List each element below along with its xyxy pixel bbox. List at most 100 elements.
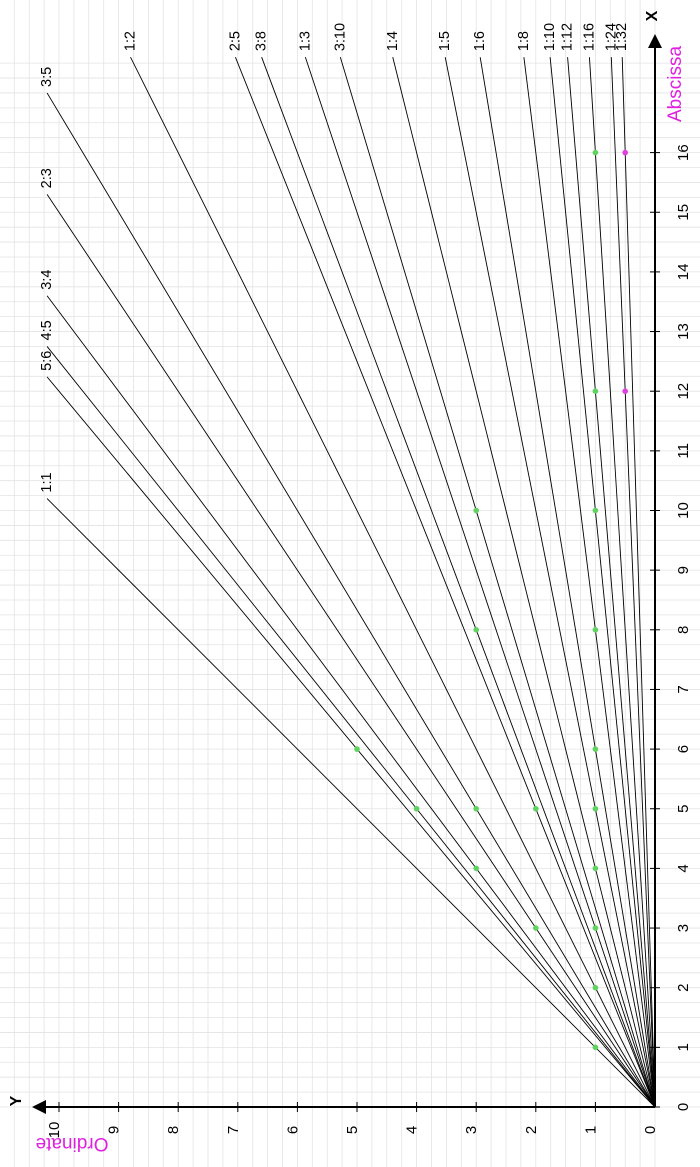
ratio-line-1-1: [46, 498, 656, 1108]
x-tick-label: 14: [675, 264, 692, 281]
y-tick-label: 3: [463, 1126, 480, 1134]
ratio-label: 1:10: [542, 23, 558, 51]
ratio-label: 1:8: [516, 31, 532, 51]
ratio-label: 1:2: [123, 31, 139, 51]
y-tick-label: 4: [404, 1126, 421, 1134]
ratio-line-1-24: [610, 57, 656, 1108]
ratio-label: 1:12: [560, 23, 576, 51]
ratio-line-2-5: [234, 56, 656, 1108]
data-point: [592, 746, 599, 752]
ratio-line-2-3: [46, 194, 656, 1108]
x-tick-label: 1: [675, 1043, 692, 1051]
data-points: [354, 149, 628, 1051]
y-tick-label: 7: [225, 1126, 242, 1134]
ratio-label: 1:24: [603, 23, 619, 51]
y-tick-label: 2: [523, 1126, 540, 1134]
data-point: [592, 507, 599, 514]
x-tick-label: 13: [675, 323, 692, 340]
x-tick-label: 15: [675, 204, 692, 221]
y-axis-arrow: [32, 1100, 46, 1114]
ratio-line-3-4: [46, 295, 656, 1108]
data-point: [473, 627, 480, 633]
ratio-label: 3:8: [254, 31, 270, 51]
ratio-label: 1:3: [297, 31, 313, 51]
data-point: [592, 984, 599, 991]
x-tick-label: 16: [675, 144, 692, 161]
axes: [32, 34, 662, 1114]
ratio-line-3-5: [46, 92, 656, 1108]
y-axis-letter: Y: [8, 1095, 25, 1106]
data-point: [592, 627, 599, 633]
y-tick-label: 6: [284, 1126, 301, 1134]
ratio-line-3-10: [339, 57, 656, 1108]
ratio-label: 2:3: [39, 168, 55, 188]
ratio-lines: [46, 56, 656, 1108]
ratio-line-1-8: [523, 57, 656, 1108]
y-tick-label: 1: [582, 1126, 599, 1134]
x-tick-label: 2: [675, 984, 692, 992]
y-tick-label: 9: [106, 1126, 123, 1134]
ratio-label: 1:16: [581, 23, 597, 51]
ratio-label: 2:5: [227, 31, 243, 51]
ratio-label: 3:10: [332, 23, 348, 51]
data-point: [592, 805, 599, 812]
ratio-line-5-6: [46, 376, 656, 1108]
x-tick-label: 4: [675, 864, 692, 872]
ratio-line-1-10: [549, 57, 656, 1108]
ratio-label: 1:32: [614, 23, 630, 51]
y-tick-label: 8: [165, 1126, 182, 1134]
data-point: [592, 388, 599, 395]
ratio-label: 1:5: [437, 31, 453, 51]
x-tick-label: 10: [675, 502, 692, 519]
x-tick-label: 3: [675, 924, 692, 932]
data-point-highlight: [622, 149, 628, 156]
y-axis-title: Ordinate: [36, 1133, 109, 1154]
data-point-highlight: [622, 388, 628, 395]
x-tick-label: 8: [675, 626, 692, 634]
ratio-line-1-12: [567, 57, 656, 1108]
data-point: [354, 746, 360, 752]
data-point: [592, 149, 599, 156]
data-point: [592, 865, 599, 872]
y-tick-label: 10: [46, 1122, 63, 1139]
data-point: [473, 805, 480, 812]
ratio-label: 1:1: [39, 472, 55, 492]
ratio-line-4-5: [46, 346, 656, 1108]
data-point: [592, 925, 599, 931]
data-point: [413, 805, 420, 812]
x-tick-label: 5: [675, 805, 692, 813]
x-axis-title: Abscissa: [665, 46, 686, 122]
ratio-label: 3:4: [39, 270, 55, 290]
x-tick-label: 11: [675, 443, 692, 459]
data-point: [473, 865, 480, 872]
y-tick-label: 5: [344, 1126, 361, 1134]
data-point: [473, 507, 480, 514]
ratio-labels: 1:1 5:6 4:5 3:4 2:3 3:5 1:2 2:5 3:8 1:3 3:10 1:4 1:5…: [39, 23, 630, 493]
ratio-label: 4:5: [39, 320, 55, 340]
ratio-line-1-16: [588, 57, 656, 1108]
x-tick-label: 12: [675, 383, 692, 400]
data-point: [533, 925, 539, 931]
x-tick-label: 6: [675, 745, 692, 753]
x-tick-label: 9: [675, 566, 692, 574]
ratio-line-1-5: [444, 57, 656, 1108]
x-tick-label: 7: [675, 685, 692, 693]
data-point: [533, 805, 539, 812]
ratio-line-1-32: [621, 57, 656, 1108]
ratio-label: 1:6: [472, 31, 488, 51]
ratio-line-3-8: [261, 57, 656, 1108]
ratio-label: 1:4: [385, 31, 401, 51]
y-tick-label: 0: [642, 1126, 659, 1134]
ratio-label: 5:6: [39, 351, 55, 371]
x-axis-letter: X: [644, 10, 661, 21]
ratio-line-1-3: [304, 57, 656, 1108]
ratio-line-1-4: [392, 57, 656, 1108]
ratio-label: 3:5: [39, 67, 55, 87]
ratio-line-1-2: [130, 56, 656, 1108]
x-tick-label: 0: [675, 1103, 692, 1111]
data-point: [592, 1044, 599, 1051]
x-axis-arrow: [648, 34, 662, 48]
